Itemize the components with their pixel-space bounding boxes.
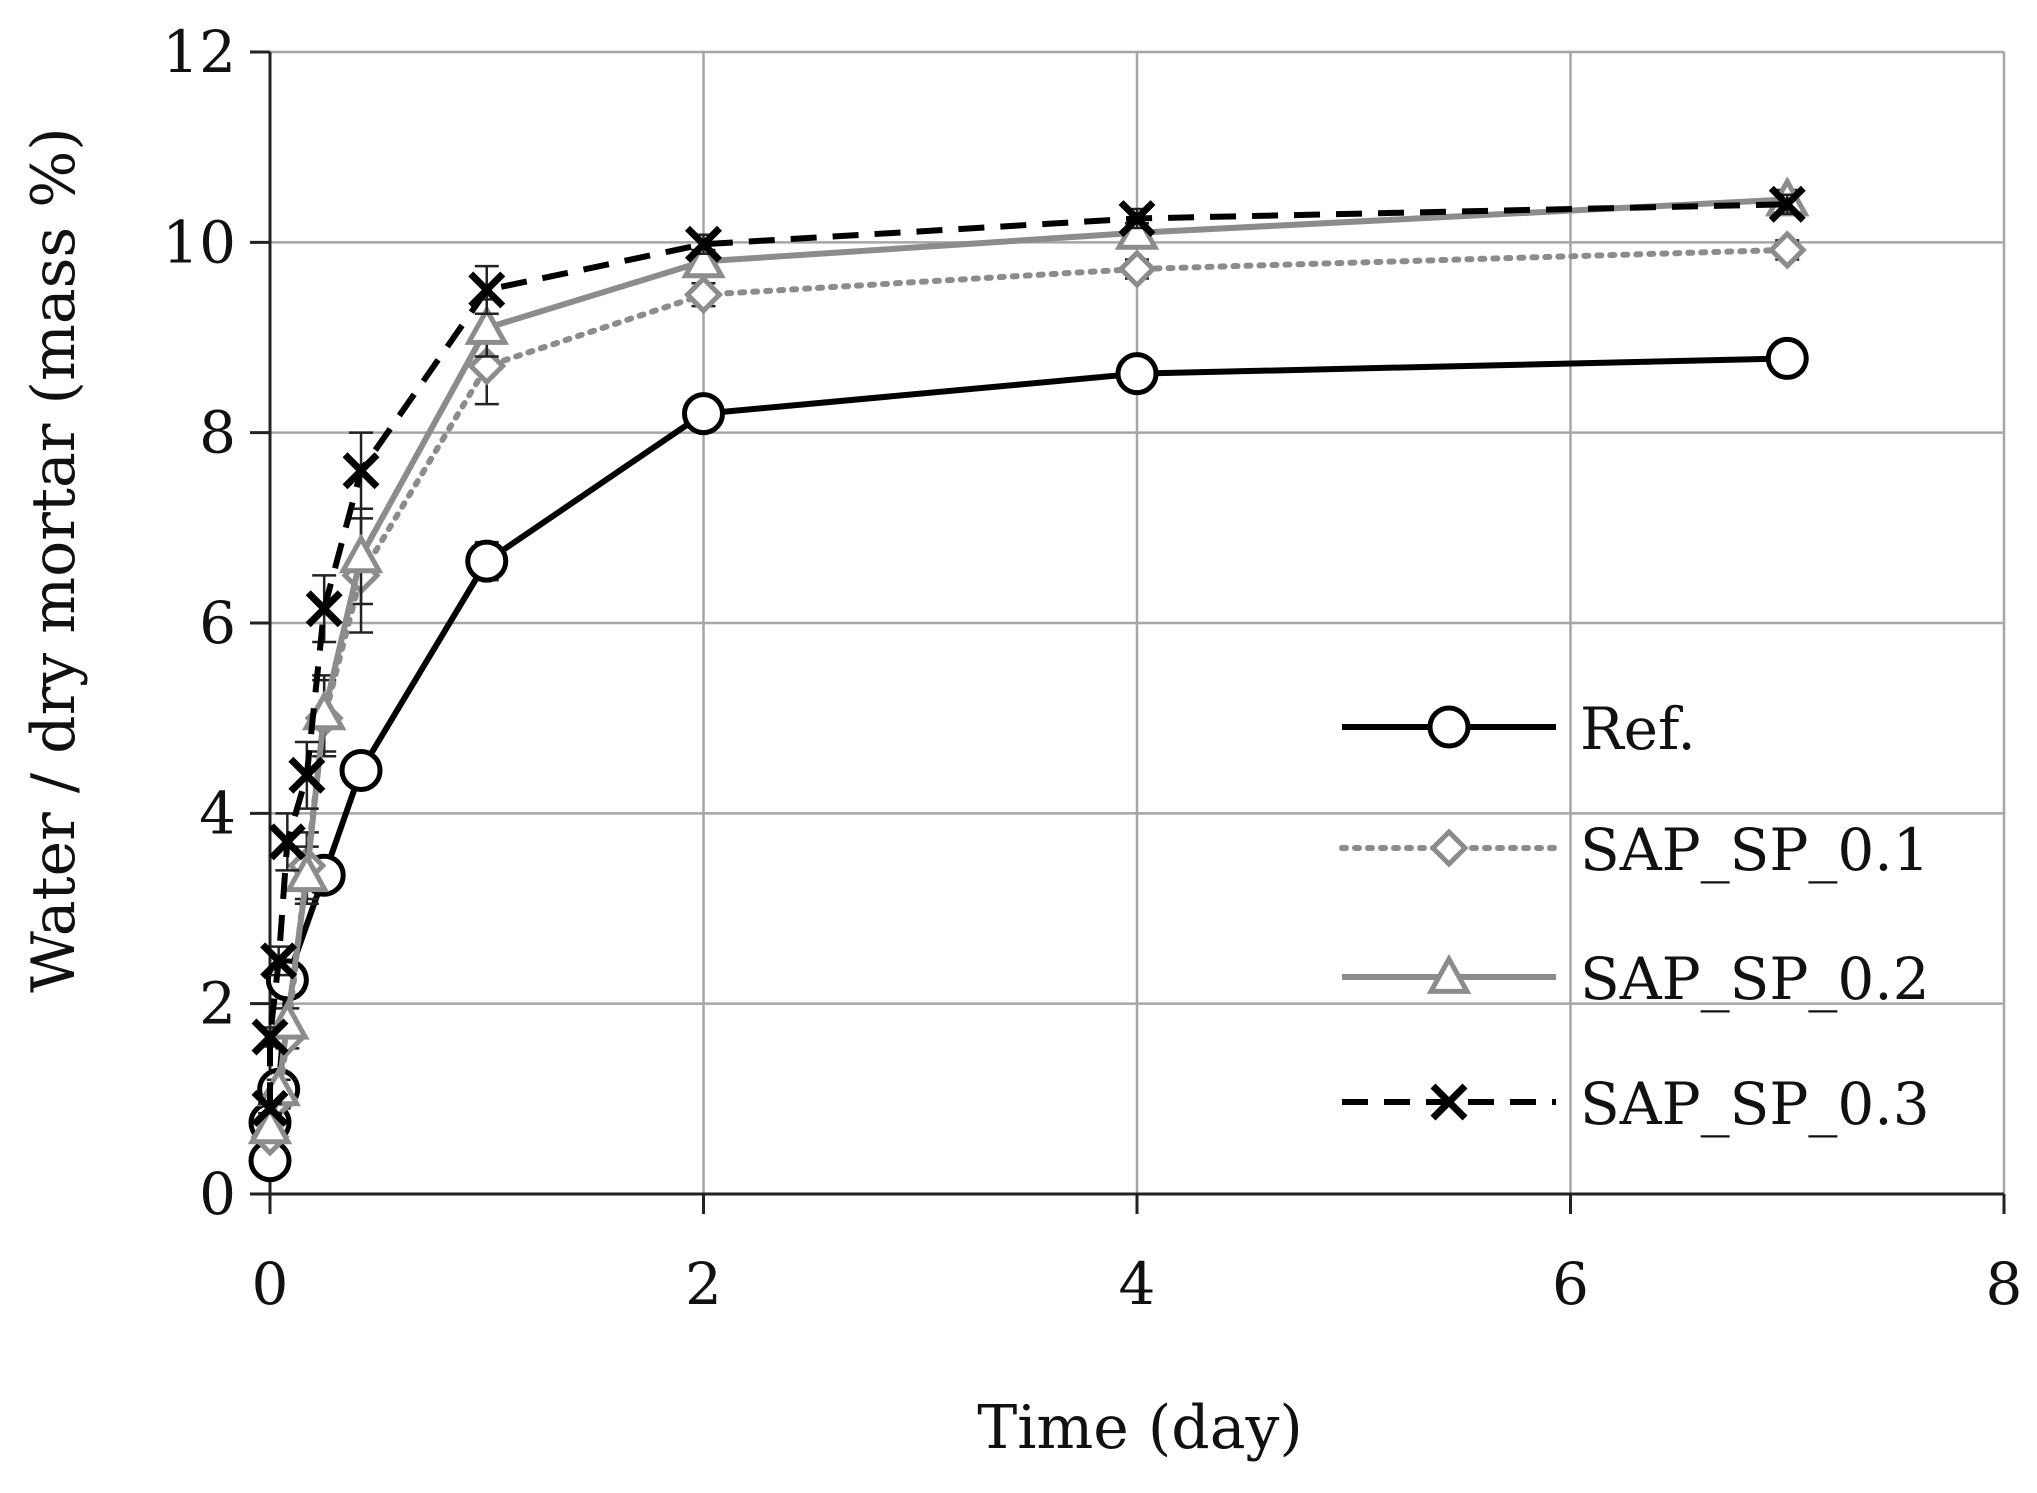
legend-marker: [1426, 953, 1472, 994]
data-point: [305, 590, 343, 628]
data-point: [342, 452, 380, 490]
x-tick-label: 6: [1552, 1250, 1589, 1318]
data-point: [338, 533, 384, 574]
data-point: [683, 275, 724, 315]
legend-label: Ref.: [1580, 695, 1696, 763]
data-point: [468, 271, 506, 309]
x-tick-label: 4: [1119, 1250, 1156, 1318]
legend-marker: [1430, 1083, 1468, 1121]
legend-entry: SAP_SP_0.3: [1342, 1070, 1930, 1138]
x-tick-label: 0: [252, 1250, 289, 1318]
data-point: [1768, 185, 1806, 223]
axes: 0 2 4 6 8 10 12 0 2 4 6 8: [162, 18, 2022, 1318]
y-tick-label: 12: [162, 18, 236, 86]
legend-entry: Ref.: [1342, 695, 1696, 763]
data-point: [251, 1018, 289, 1056]
data-point: [339, 749, 383, 793]
data-point: [247, 1104, 293, 1145]
data-point: [464, 304, 509, 345]
data-point: [284, 852, 330, 893]
data-point: [1117, 249, 1157, 289]
y-tick-label: 2: [199, 970, 236, 1038]
legend-label: SAP_SP_0.1: [1580, 816, 1930, 884]
data-point: [682, 392, 725, 436]
y-tick-label: 4: [199, 779, 236, 847]
data-series: [247, 176, 1810, 1183]
data-point: [1115, 352, 1159, 396]
data-point: [685, 225, 722, 263]
data-point: [268, 823, 306, 861]
data-point: [467, 346, 507, 386]
x-tick-label: 8: [1986, 1250, 2023, 1318]
data-point: [1767, 230, 1807, 270]
data-point: [251, 1089, 289, 1127]
legend: Ref. SAP_SP_0.1 SAP_SP_0.2 SAP_SP_0.3: [1339, 695, 1930, 1138]
legend-marker: [1427, 705, 1471, 749]
data-point: [260, 942, 298, 980]
legend-label: SAP_SP_0.2: [1580, 945, 1930, 1013]
y-tick-label: 6: [199, 589, 236, 657]
series-SAP_SP_0.3: [251, 185, 1806, 1127]
legend-label: SAP_SP_0.3: [1580, 1070, 1930, 1138]
series-SAP_SP_0.2: [247, 176, 1810, 1145]
series-line: [267, 355, 1788, 1161]
legend-marker: [1429, 828, 1469, 868]
data-point: [1118, 200, 1156, 238]
data-point: [681, 238, 726, 279]
data-point: [465, 539, 509, 583]
data-point: [1765, 336, 1809, 380]
legend-entry: SAP_SP_0.2: [1342, 945, 1930, 1013]
x-axis-title: Time (day): [977, 1393, 1303, 1463]
series-Ref.: [248, 336, 1809, 1183]
y-tick-label: 10: [162, 208, 236, 276]
legend-entry: SAP_SP_0.1: [1339, 816, 1930, 884]
y-tick-label: 0: [199, 1160, 236, 1228]
y-tick-label: 8: [199, 399, 236, 467]
data-point: [288, 756, 326, 794]
x-tick-label: 2: [685, 1250, 722, 1318]
series-line: [267, 196, 1788, 1129]
y-axis-title: Water / dry mortar (mass %): [19, 127, 89, 992]
